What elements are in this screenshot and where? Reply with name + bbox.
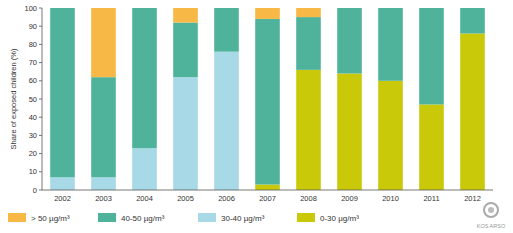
y-tick bbox=[39, 62, 42, 63]
bar-segment bbox=[91, 77, 116, 177]
y-tick bbox=[39, 80, 42, 81]
bar-segment bbox=[132, 8, 157, 9]
y-tick-label: 10 bbox=[29, 167, 37, 176]
y-tick bbox=[39, 8, 42, 9]
legend-swatch bbox=[98, 213, 116, 222]
y-tick bbox=[39, 99, 42, 100]
x-tick-label: 2009 bbox=[341, 194, 358, 203]
legend-swatch bbox=[8, 213, 26, 222]
y-axis-label: Share of exposed children (%) bbox=[9, 48, 18, 149]
y-tick-label: 40 bbox=[29, 113, 37, 122]
y-tick bbox=[39, 135, 42, 136]
legend-label: > 50 µg/m³ bbox=[31, 214, 70, 223]
y-tick-label: 50 bbox=[29, 95, 37, 104]
bar-segment bbox=[255, 8, 280, 19]
bar-segment bbox=[214, 52, 239, 190]
x-tick-label: 2002 bbox=[54, 194, 71, 203]
chart: 0 10 20 30 40 50 60 70 80 90 100 2002 2003 2004 2005 20… bbox=[0, 0, 513, 233]
bars bbox=[50, 8, 485, 190]
y-tick-label: 100 bbox=[24, 4, 37, 13]
x-tick-label: 2005 bbox=[177, 194, 194, 203]
x-tick-label: 2011 bbox=[423, 194, 439, 203]
bar-segment bbox=[460, 33, 485, 190]
x-axis bbox=[42, 190, 493, 191]
bar-segment bbox=[337, 8, 362, 9]
bar-segment bbox=[378, 8, 403, 9]
bar-segment bbox=[132, 148, 157, 190]
bar-segment bbox=[173, 23, 198, 78]
bar-segment bbox=[419, 8, 444, 104]
bar-segment bbox=[91, 177, 116, 190]
y-tick-label: 80 bbox=[29, 40, 37, 49]
y-tick bbox=[39, 26, 42, 27]
bar-segment bbox=[91, 8, 116, 77]
x-tick-label: 2008 bbox=[300, 194, 317, 203]
x-tick-label: 2003 bbox=[95, 194, 112, 203]
bar-segment bbox=[419, 8, 444, 9]
y-tick-label: 20 bbox=[29, 149, 37, 158]
bar-segment bbox=[378, 8, 403, 81]
y-tick bbox=[39, 190, 42, 191]
bar-segment bbox=[173, 8, 198, 23]
bar-segment bbox=[337, 8, 362, 74]
bar-segment bbox=[173, 77, 198, 190]
bar-segment bbox=[296, 8, 321, 17]
legend-swatch bbox=[297, 213, 315, 222]
y-tick-label: 30 bbox=[29, 131, 37, 140]
bar-segment bbox=[337, 74, 362, 190]
y-tick-label: 60 bbox=[29, 76, 37, 85]
bar-segment bbox=[255, 19, 280, 185]
y-tick-label: 0 bbox=[33, 186, 37, 195]
bar-segment bbox=[419, 104, 444, 190]
y-tick bbox=[39, 171, 42, 172]
y-tick-label: 90 bbox=[29, 22, 37, 31]
y-tick bbox=[39, 117, 42, 118]
bar-segment bbox=[50, 8, 75, 9]
x-tick-label: 2012 bbox=[464, 194, 481, 203]
logo-icon bbox=[488, 207, 494, 213]
x-tick-label: 2004 bbox=[136, 194, 153, 203]
logo-icon bbox=[484, 203, 498, 217]
legend-label: 0-30 µg/m³ bbox=[320, 214, 359, 223]
logo-text: KOS ARSO bbox=[477, 223, 506, 229]
bar-segment bbox=[378, 81, 403, 190]
bar-segment bbox=[460, 8, 485, 9]
y-tick bbox=[39, 153, 42, 154]
bar-segment bbox=[214, 8, 239, 52]
bar-segment bbox=[255, 185, 280, 190]
x-tick-label: 2006 bbox=[218, 194, 235, 203]
bar-segment bbox=[132, 8, 157, 148]
y-tick-label: 70 bbox=[29, 58, 37, 67]
x-tick-label: 2007 bbox=[259, 194, 276, 203]
bar-segment bbox=[50, 177, 75, 190]
y-tick bbox=[39, 44, 42, 45]
x-tick-label: 2010 bbox=[382, 194, 399, 203]
bar-segment bbox=[214, 8, 239, 9]
bar-segment bbox=[460, 8, 485, 33]
bar-segment bbox=[296, 70, 321, 190]
logo: KOS ARSO bbox=[477, 203, 506, 229]
legend-label: 40-50 µg/m³ bbox=[121, 214, 165, 223]
legend-label: 30-40 µg/m³ bbox=[221, 214, 265, 223]
bar-segment bbox=[50, 8, 75, 177]
bar-segment bbox=[296, 17, 321, 70]
legend-swatch bbox=[198, 213, 216, 222]
